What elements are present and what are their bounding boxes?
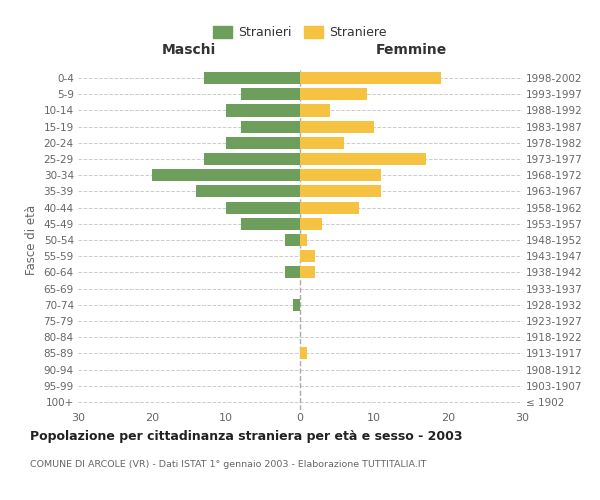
Bar (241, 120, 300, 132)
Bar (300, 218, 322, 230)
Bar (241, 218, 300, 230)
Bar (152, 169, 300, 181)
Bar (300, 266, 315, 278)
Text: Maschi: Maschi (162, 43, 216, 57)
Y-axis label: Fasce di età: Fasce di età (25, 205, 38, 275)
Bar (300, 348, 307, 360)
Bar (204, 153, 300, 165)
Text: Popolazione per cittadinanza straniera per età e sesso - 2003: Popolazione per cittadinanza straniera p… (30, 430, 463, 443)
Bar (300, 72, 440, 84)
Bar (300, 169, 382, 181)
Bar (300, 186, 382, 198)
Bar (300, 120, 374, 132)
Bar (300, 137, 344, 149)
Bar (300, 104, 329, 117)
Bar (300, 153, 426, 165)
Bar (285, 234, 300, 246)
Bar (293, 298, 300, 311)
Legend: Stranieri, Straniere: Stranieri, Straniere (208, 21, 392, 44)
Bar (300, 88, 367, 101)
Text: Femmine: Femmine (376, 43, 446, 57)
Bar (300, 250, 315, 262)
Bar (226, 104, 300, 117)
Bar (226, 202, 300, 213)
Bar (196, 186, 300, 198)
Bar (300, 234, 307, 246)
Bar (285, 266, 300, 278)
Bar (226, 137, 300, 149)
Bar (204, 72, 300, 84)
Bar (241, 88, 300, 101)
Bar (300, 202, 359, 213)
Text: COMUNE DI ARCOLE (VR) - Dati ISTAT 1° gennaio 2003 - Elaborazione TUTTITALIA.IT: COMUNE DI ARCOLE (VR) - Dati ISTAT 1° ge… (30, 460, 427, 469)
